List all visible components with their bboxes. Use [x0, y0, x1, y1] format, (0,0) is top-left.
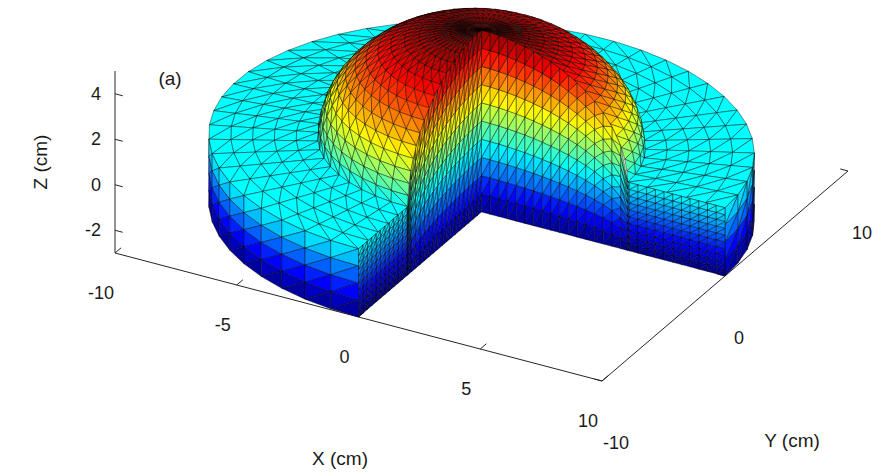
svg-text:-2: -2: [85, 220, 101, 240]
svg-text:4: 4: [91, 84, 101, 104]
svg-text:10: 10: [578, 411, 598, 431]
svg-text:5: 5: [461, 379, 471, 399]
svg-text:-10: -10: [603, 433, 629, 453]
svg-text:0: 0: [734, 328, 744, 348]
svg-text:-10: -10: [88, 283, 114, 303]
svg-text:X (cm): X (cm): [312, 448, 368, 469]
svg-text:0: 0: [91, 175, 101, 195]
svg-text:Z (cm): Z (cm): [30, 135, 51, 190]
svg-text:-5: -5: [215, 315, 231, 335]
svg-text:Y (cm): Y (cm): [764, 430, 820, 451]
svg-text:0: 0: [339, 347, 349, 367]
svg-text:(a): (a): [158, 68, 181, 89]
svg-text:10: 10: [852, 223, 872, 243]
svg-text:2: 2: [91, 129, 101, 149]
